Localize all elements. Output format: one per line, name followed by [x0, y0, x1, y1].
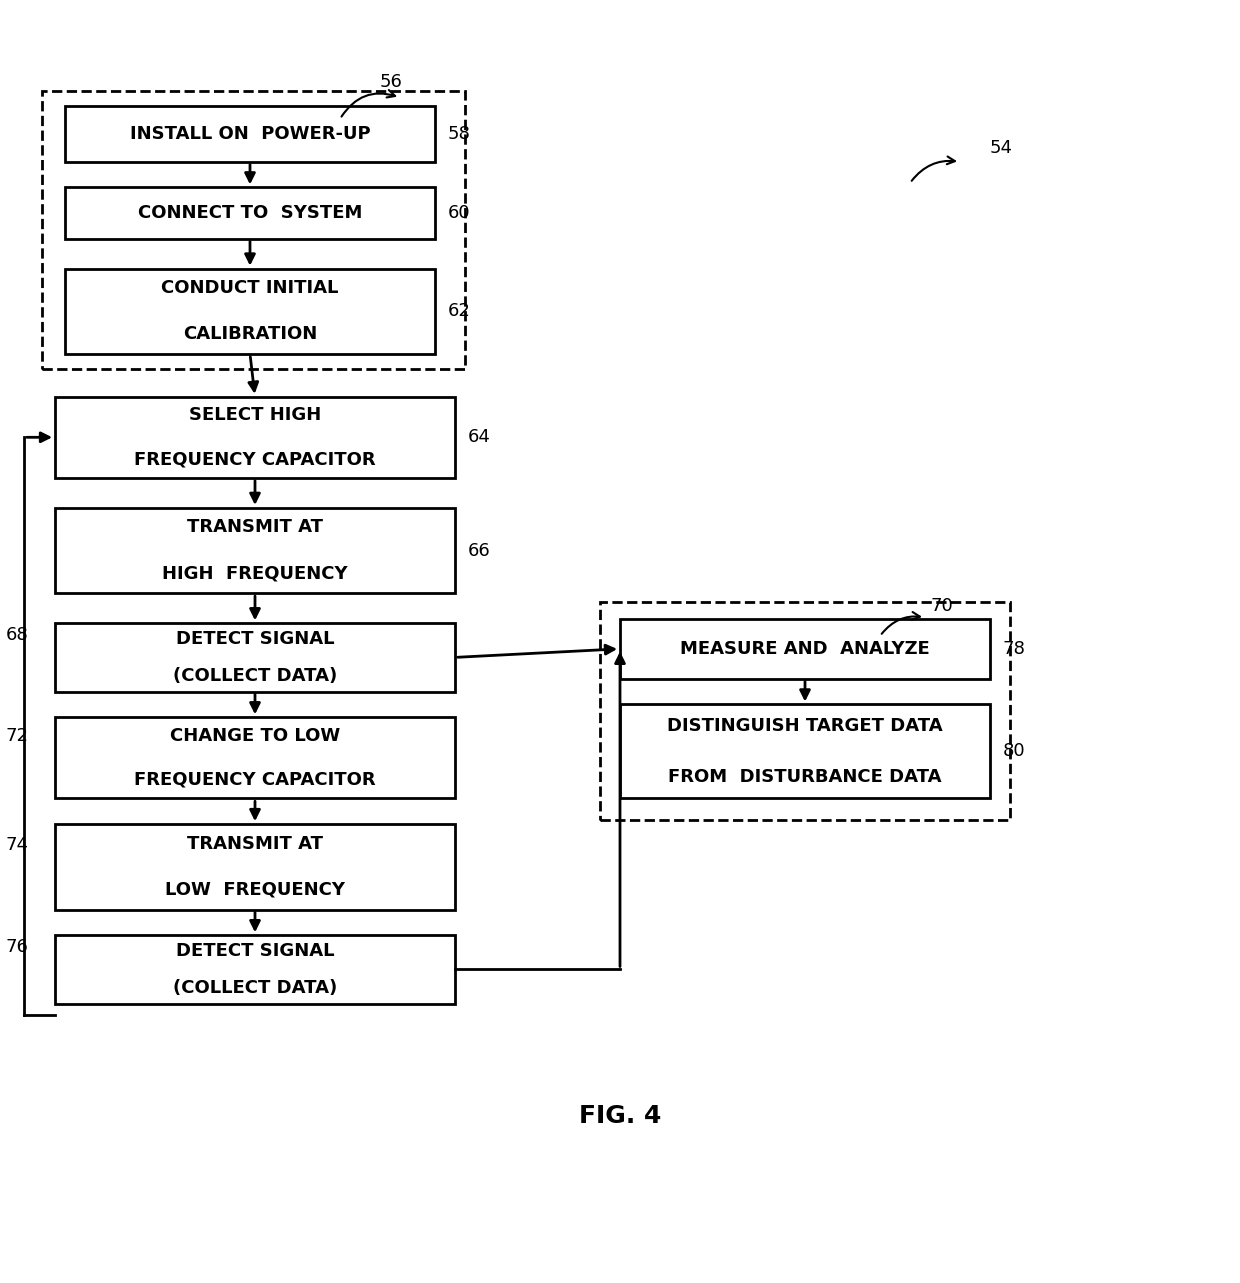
Text: FREQUENCY CAPACITOR: FREQUENCY CAPACITOR [134, 771, 376, 789]
Text: HIGH  FREQUENCY: HIGH FREQUENCY [162, 565, 347, 582]
Text: CALIBRATION: CALIBRATION [182, 326, 317, 344]
FancyArrowPatch shape [882, 612, 920, 634]
Text: 72: 72 [5, 727, 29, 745]
Text: FIG. 4: FIG. 4 [579, 1103, 661, 1128]
Text: CHANGE TO LOW: CHANGE TO LOW [170, 727, 340, 745]
Text: 70: 70 [930, 597, 952, 615]
Text: FROM  DISTURBANCE DATA: FROM DISTURBANCE DATA [668, 767, 941, 785]
Text: SELECT HIGH: SELECT HIGH [188, 407, 321, 425]
Text: INSTALL ON  POWER-UP: INSTALL ON POWER-UP [130, 124, 371, 142]
Text: 60: 60 [448, 204, 470, 222]
Text: (COLLECT DATA): (COLLECT DATA) [172, 979, 337, 997]
Bar [55, 508, 455, 593]
Bar [620, 704, 990, 798]
Text: 64: 64 [467, 429, 490, 446]
Bar [64, 106, 435, 162]
Bar [55, 824, 455, 910]
Text: DISTINGUISH TARGET DATA: DISTINGUISH TARGET DATA [667, 717, 942, 735]
Bar [620, 618, 990, 679]
Text: 56: 56 [379, 73, 403, 91]
Bar [64, 187, 435, 239]
Text: CONNECT TO  SYSTEM: CONNECT TO SYSTEM [138, 204, 362, 222]
Text: LOW  FREQUENCY: LOW FREQUENCY [165, 881, 345, 899]
Text: 68: 68 [5, 626, 29, 644]
Text: 62: 62 [448, 303, 470, 321]
Text: TRANSMIT AT: TRANSMIT AT [187, 835, 322, 853]
Text: DETECT SIGNAL: DETECT SIGNAL [176, 630, 335, 648]
Bar [600, 602, 1011, 820]
Text: CONDUCT INITIAL: CONDUCT INITIAL [161, 280, 339, 298]
Text: 76: 76 [5, 938, 29, 956]
Bar [55, 396, 455, 477]
Bar [55, 624, 455, 692]
Text: 66: 66 [467, 541, 490, 559]
Text: FREQUENCY CAPACITOR: FREQUENCY CAPACITOR [134, 450, 376, 468]
Text: 74: 74 [5, 835, 29, 854]
Text: 80: 80 [1002, 743, 1025, 761]
Text: 78: 78 [1002, 640, 1025, 658]
Bar [42, 91, 465, 370]
Text: 54: 54 [990, 140, 1013, 158]
FancyArrowPatch shape [341, 90, 396, 117]
Text: TRANSMIT AT: TRANSMIT AT [187, 518, 322, 536]
Text: (COLLECT DATA): (COLLECT DATA) [172, 667, 337, 685]
Bar [55, 935, 455, 1003]
Bar [64, 268, 435, 354]
Text: MEASURE AND  ANALYZE: MEASURE AND ANALYZE [680, 640, 930, 658]
FancyArrowPatch shape [911, 157, 955, 181]
Bar [55, 717, 455, 798]
Text: 58: 58 [448, 124, 470, 142]
Text: DETECT SIGNAL: DETECT SIGNAL [176, 942, 335, 960]
